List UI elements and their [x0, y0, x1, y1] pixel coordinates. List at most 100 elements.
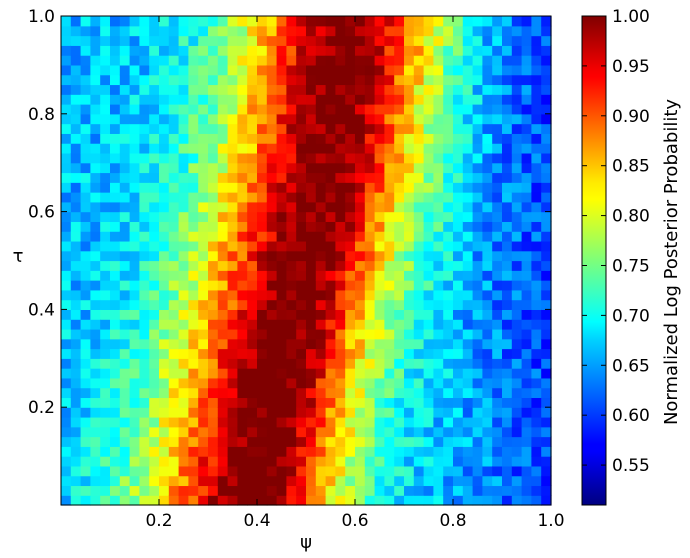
heatmap-cell	[355, 94, 366, 105]
heatmap-cell	[404, 143, 415, 154]
heatmap-cell	[217, 143, 229, 154]
heatmap-cell	[443, 368, 454, 379]
heatmap-cell	[100, 446, 111, 457]
heatmap-cell	[100, 25, 111, 37]
heatmap-cell	[502, 348, 513, 359]
heatmap-cell	[315, 495, 327, 506]
heatmap-cell	[139, 35, 150, 46]
heatmap-cell	[159, 407, 170, 418]
heatmap-cell	[462, 133, 474, 144]
heatmap-cell	[413, 84, 425, 95]
heatmap-cell	[119, 133, 131, 144]
heatmap-cell	[168, 84, 180, 95]
heatmap-cell	[306, 55, 317, 66]
heatmap-cell	[247, 231, 258, 242]
heatmap-cell	[90, 465, 101, 477]
heatmap-cell	[462, 162, 474, 174]
heatmap-cell	[462, 456, 474, 467]
heatmap-cell	[100, 358, 111, 369]
heatmap-cell	[149, 475, 160, 487]
heatmap-cell	[394, 74, 405, 86]
heatmap-cell	[129, 270, 140, 281]
heatmap-cell	[345, 358, 356, 369]
heatmap-cell	[433, 270, 444, 281]
heatmap-cell	[61, 485, 72, 496]
heatmap-cell	[315, 16, 327, 27]
heatmap-cell	[139, 45, 150, 56]
heatmap-cell	[374, 368, 385, 379]
heatmap-cell	[286, 319, 297, 330]
heatmap-cell	[423, 368, 434, 379]
heatmap-cell	[325, 338, 336, 350]
heatmap-cell	[217, 221, 229, 232]
heatmap-cell	[129, 231, 140, 242]
heatmap-cell	[306, 485, 317, 496]
heatmap-cell	[296, 260, 307, 271]
heatmap-cell	[257, 377, 268, 389]
heatmap-cell	[384, 104, 395, 115]
heatmap-cell	[413, 358, 425, 369]
heatmap-cell	[404, 182, 415, 193]
heatmap-cell	[511, 182, 523, 193]
heatmap-cell	[502, 270, 513, 281]
heatmap-cell	[129, 260, 140, 271]
heatmap-cell	[404, 485, 415, 496]
heatmap-cell	[100, 45, 111, 56]
heatmap-cell	[325, 55, 336, 66]
heatmap-cell	[433, 475, 444, 487]
heatmap-cell	[208, 240, 219, 252]
heatmap-cell	[374, 475, 385, 487]
heatmap-cell	[237, 221, 248, 232]
heatmap-cell	[364, 348, 376, 359]
heatmap-cell	[325, 16, 336, 27]
heatmap-cell	[482, 397, 493, 408]
heatmap-cell	[423, 113, 434, 125]
heatmap-cell	[482, 172, 493, 183]
heatmap-cell	[188, 260, 199, 271]
heatmap-cell	[80, 348, 91, 359]
heatmap-cell	[394, 387, 405, 399]
heatmap-cell	[472, 280, 483, 291]
heatmap-cell	[276, 368, 287, 379]
heatmap-cell	[296, 475, 307, 487]
heatmap-cell	[61, 475, 72, 487]
heatmap-cell	[502, 309, 513, 320]
heatmap-cell	[413, 64, 425, 76]
heatmap-cell	[198, 221, 209, 232]
heatmap-cell	[80, 201, 91, 213]
heatmap-cell	[178, 45, 189, 56]
heatmap-cell	[355, 201, 366, 213]
heatmap-cell	[70, 113, 82, 125]
heatmap-cell	[404, 25, 415, 37]
heatmap-cell	[276, 485, 287, 496]
heatmap-cell	[227, 162, 238, 174]
heatmap-cell	[384, 338, 395, 350]
heatmap-cell	[531, 123, 542, 134]
heatmap-cell	[70, 64, 82, 76]
heatmap-cell	[110, 221, 121, 232]
heatmap-cell	[482, 280, 493, 291]
heatmap-cell	[531, 495, 542, 506]
heatmap-cell	[423, 377, 434, 389]
heatmap-cell	[472, 84, 483, 95]
heatmap-cell	[374, 397, 385, 408]
heatmap-cell	[335, 192, 346, 203]
heatmap-cell	[443, 319, 454, 330]
heatmap-cell	[384, 328, 395, 340]
heatmap-cell	[502, 16, 513, 27]
heatmap-cell	[61, 35, 72, 46]
heatmap-cell	[257, 45, 268, 56]
heatmap-cell	[217, 182, 229, 193]
heatmap-cell	[541, 16, 552, 27]
heatmap-cell	[296, 456, 307, 467]
heatmap-cell	[511, 201, 523, 213]
heatmap-cell	[119, 25, 131, 37]
heatmap-cell	[511, 162, 523, 174]
heatmap-cell	[423, 84, 434, 95]
heatmap-cell	[374, 25, 385, 37]
heatmap-cell	[355, 143, 366, 154]
heatmap-cell	[188, 74, 199, 86]
heatmap-cell	[168, 456, 180, 467]
heatmap-cell	[482, 74, 493, 86]
heatmap-cell	[168, 35, 180, 46]
